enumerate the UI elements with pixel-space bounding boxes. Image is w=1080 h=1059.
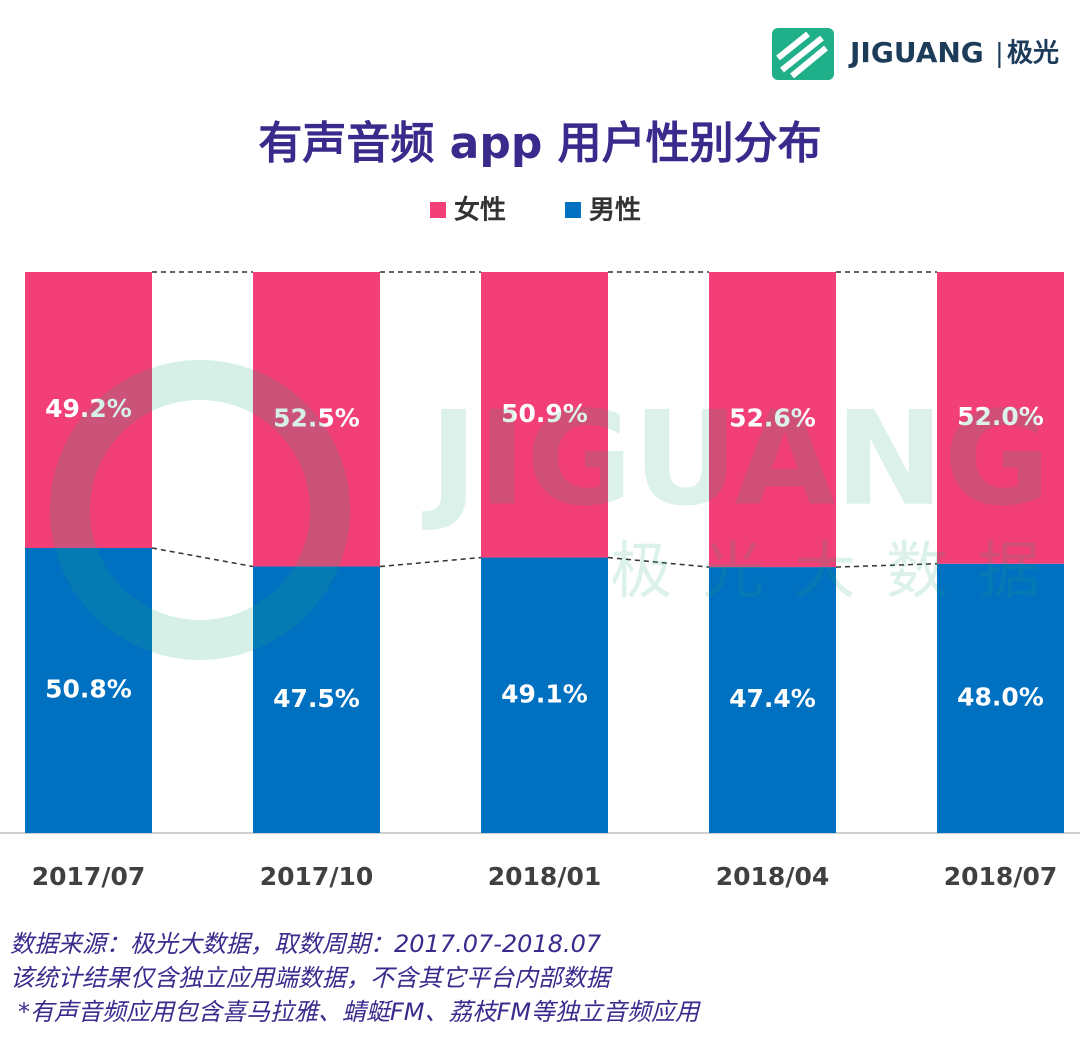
- bar-segment: [253, 566, 380, 833]
- chart-title: 有声音频 app 用户性别分布: [258, 118, 821, 169]
- value-label: 49.1%: [501, 679, 588, 708]
- bar-segment: [937, 272, 1064, 564]
- bar-segment: [25, 272, 152, 549]
- x-tick-label: 2017/07: [32, 862, 146, 891]
- footnote: 该统计结果仅含独立应用端数据，不含其它平台内部数据: [10, 964, 613, 992]
- logo: JIGUANG | 极光: [772, 28, 1059, 80]
- value-label: 47.4%: [729, 684, 816, 713]
- logo-chinese: 极光: [1007, 39, 1059, 69]
- watermark-circle: [50, 360, 350, 660]
- x-tick-label: 2018/07: [944, 862, 1058, 891]
- bar-segment: [481, 272, 608, 558]
- footnote: *有声音频应用包含喜马拉雅、蜻蜓FM、荔枝FM等独立音频应用: [18, 998, 701, 1026]
- connector-line: [379, 556, 482, 568]
- value-label: 50.8%: [45, 675, 132, 704]
- connector-line: [835, 562, 938, 568]
- value-label: 47.5%: [273, 684, 360, 713]
- bar-segment: [937, 563, 1064, 833]
- bar-segment: [709, 272, 836, 568]
- value-label: 49.2%: [45, 394, 132, 423]
- legend-swatch: [565, 202, 581, 218]
- logo-icon-stripes: [776, 31, 828, 79]
- x-tick-label: 2017/10: [260, 862, 374, 891]
- value-label: 52.6%: [729, 404, 816, 433]
- legend-label: 男性: [589, 196, 641, 226]
- bar-segment: [481, 557, 608, 833]
- value-label: 48.0%: [957, 682, 1044, 711]
- bar-segment: [709, 567, 836, 833]
- x-tick-label: 2018/04: [716, 862, 830, 891]
- legend-label: 女性: [454, 195, 506, 226]
- connector-line: [151, 547, 254, 568]
- value-label: 50.9%: [501, 399, 588, 428]
- footnote: 数据来源：极光大数据，取数周期：2017.07-2018.07: [10, 930, 602, 958]
- logo-separator: |: [995, 39, 1004, 69]
- value-label: 52.0%: [957, 402, 1044, 431]
- value-label: 52.5%: [273, 403, 360, 432]
- bar-segment: [253, 272, 380, 567]
- logo-text: JIGUANG: [848, 36, 984, 69]
- watermark-text-chinese: 极光大数据: [610, 534, 1070, 607]
- bar-segment: [25, 548, 152, 833]
- legend-swatch: [430, 202, 446, 218]
- watermark-text: JIGUANG: [421, 383, 1050, 535]
- x-tick-label: 2018/01: [488, 862, 602, 891]
- connector-line: [607, 556, 710, 568]
